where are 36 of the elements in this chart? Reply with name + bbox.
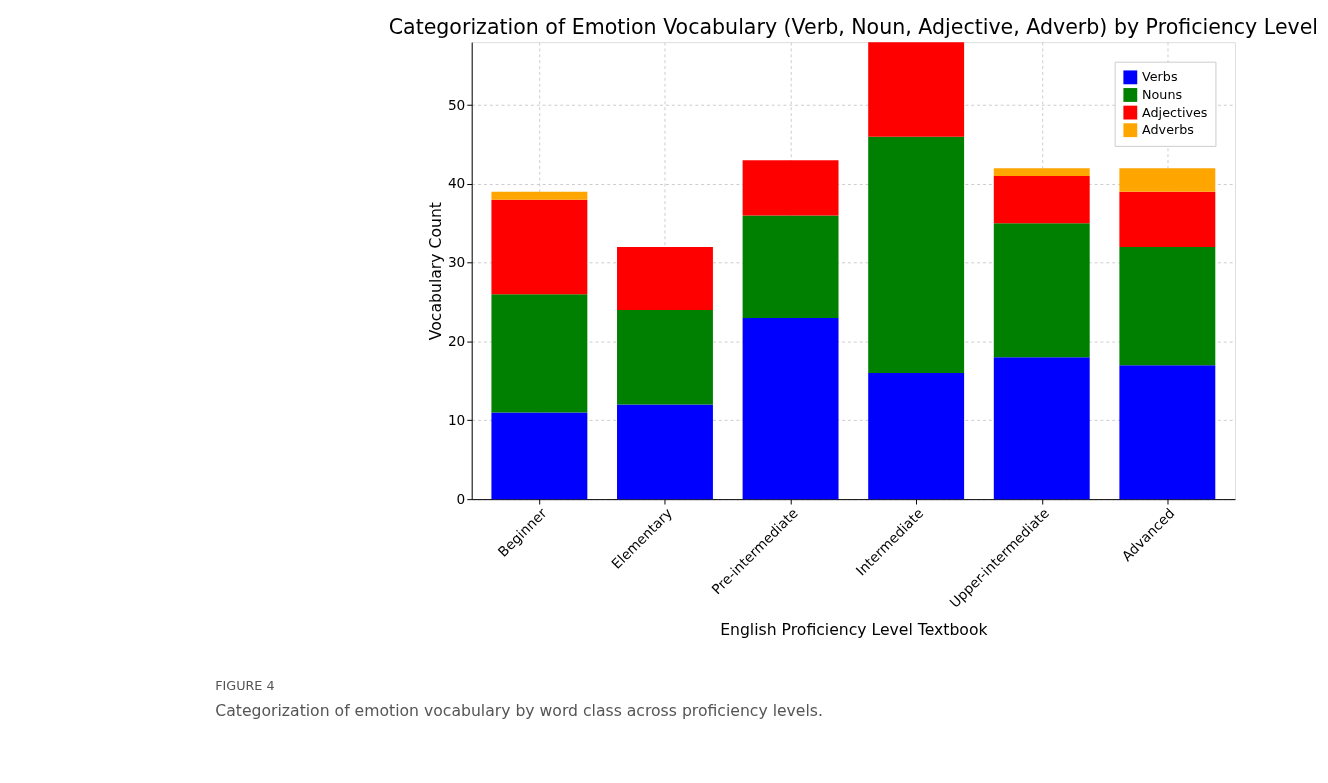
bar — [491, 412, 588, 500]
text: Categorization of emotion vocabulary by word class across proficiency levels. — [215, 701, 823, 721]
legend-label: Adjectives — [1142, 104, 1208, 120]
y-tick-label: 0 — [456, 490, 466, 507]
bar — [742, 215, 839, 318]
bar — [868, 373, 965, 500]
bar — [868, 42, 965, 137]
bar — [491, 294, 588, 413]
x-axis-title: English Proficiency Level Textbook — [720, 620, 989, 640]
legend-label: Adverbs — [1142, 122, 1194, 138]
bar — [491, 199, 588, 295]
bar — [617, 404, 713, 500]
bar — [1119, 191, 1216, 247]
bar — [742, 317, 839, 500]
bar — [868, 136, 965, 374]
y-axis-title: Vocabulary Count — [426, 202, 446, 341]
chart-title: Categorization of Emotion Vocabulary (Verb, Noun, Adjective, Adverb) by Proficiency Level — [388, 15, 1319, 40]
bar — [993, 176, 1090, 224]
y-tick-label: 50 — [447, 96, 466, 113]
bar — [993, 223, 1090, 358]
legend-label: Verbs — [1142, 69, 1178, 85]
bar — [1119, 365, 1216, 500]
bar — [1119, 247, 1216, 366]
bar — [617, 247, 713, 311]
y-tick-label: 10 — [447, 411, 466, 428]
y-tick-label: 20 — [447, 332, 466, 349]
bar — [993, 357, 1090, 500]
bar — [617, 310, 713, 405]
bar — [1119, 168, 1216, 192]
y-tick-label: 30 — [447, 254, 466, 271]
bar — [742, 160, 839, 216]
y-tick-label: 40 — [447, 175, 466, 192]
bar — [993, 168, 1090, 177]
caption: FIGURE 4 — [215, 677, 275, 693]
bar — [491, 191, 588, 200]
legend-label: Nouns — [1142, 86, 1183, 102]
